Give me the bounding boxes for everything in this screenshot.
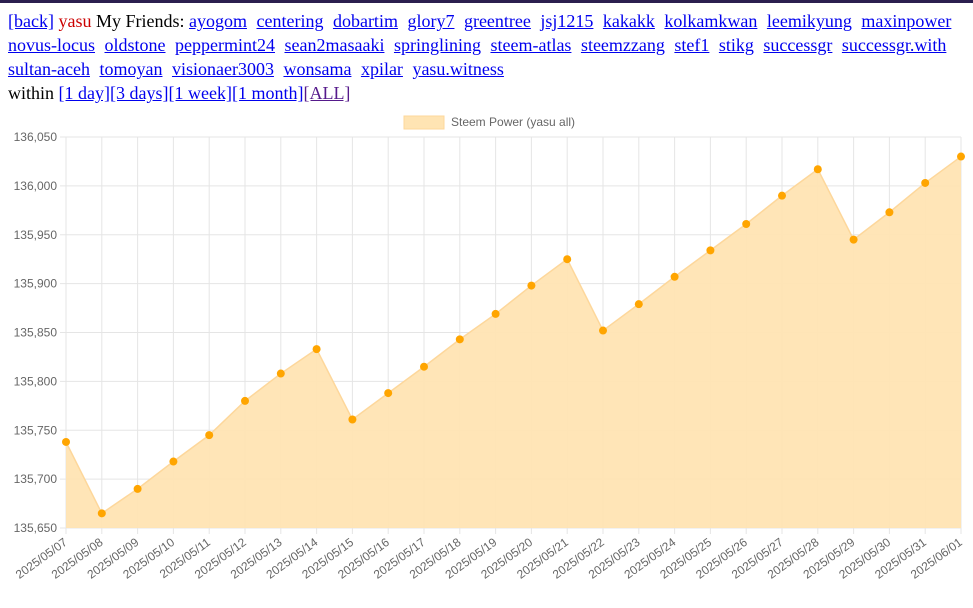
within-label: within [8,83,55,103]
range-link-all[interactable]: [ALL] [303,83,351,103]
friend-link[interactable]: sean2masaaki [284,35,385,55]
friend-link[interactable]: greentree [463,11,531,31]
range-line: within [1 day][3 days][1 week][1 month][… [8,81,968,105]
friend-link[interactable]: kakakk [602,11,655,31]
data-point [97,509,106,518]
friend-link[interactable]: oldstone [104,35,166,55]
current-user: yasu [58,11,92,31]
friend-link[interactable]: jsj1215 [540,11,594,31]
friend-list: ayogom centering dobartim glory7 greentr… [8,11,956,79]
data-point [205,431,214,440]
range-link-3-days[interactable]: [3 days] [110,83,169,103]
series-line [65,155,962,515]
y-tick-label: 135,750 [14,423,58,437]
data-point [133,484,142,493]
data-point [527,281,536,290]
friend-link[interactable]: centering [256,11,324,31]
data-point [599,326,607,335]
data-point [742,219,751,228]
data-point [921,178,930,187]
data-point [312,345,321,354]
friend-link[interactable]: successgr [763,35,833,55]
data-point [957,152,965,161]
data-point [241,396,249,405]
friend-link[interactable]: springlining [393,35,481,55]
y-tick-label: 135,800 [14,374,58,388]
friend-link[interactable]: visionaer3003 [171,59,274,79]
y-tick-label: 136,000 [14,179,58,193]
data-point [62,437,70,446]
header-nav: [back] yasu My Friends: ayogom centering… [8,9,968,105]
y-tick-label: 136,050 [14,130,58,144]
data-point [634,300,643,309]
data-point [849,235,858,244]
data-point [563,255,572,264]
friends-label: My Friends: [95,11,185,31]
y-tick-label: 135,950 [14,228,58,242]
y-tick-label: 135,700 [14,472,58,486]
friend-link[interactable]: xpilar [360,59,403,79]
series-area [66,156,961,529]
range-link-1-day[interactable]: [1 day] [58,83,110,103]
data-point [276,369,285,378]
friend-link[interactable]: glory7 [407,11,455,31]
friend-link[interactable]: kolkamkwan [664,11,758,31]
friend-link[interactable]: tomoyan [99,59,163,79]
friend-link[interactable]: wonsama [283,59,352,79]
data-point [706,246,715,255]
friends-line: [back] yasu My Friends: ayogom centering… [8,9,968,81]
range-link-1-month[interactable]: [1 month] [231,83,304,103]
friend-link[interactable]: maxinpower [861,11,952,31]
legend-label: Steem Power (yasu all) [451,115,575,129]
data-point [885,208,894,217]
y-tick-label: 135,900 [14,277,58,291]
friend-link[interactable]: dobartim [332,11,398,31]
legend-swatch [403,115,445,130]
friend-link[interactable]: steemzzang [580,35,665,55]
friend-link[interactable]: steem-atlas [490,35,572,55]
friend-link[interactable]: ayogom [188,11,247,31]
friend-link[interactable]: stef1 [674,35,710,55]
friend-link[interactable]: peppermint24 [175,35,275,55]
data-point [778,191,786,200]
friend-link[interactable]: novus-locus [8,35,95,55]
data-point [384,389,393,398]
y-tick-label: 135,650 [14,521,58,535]
friend-link[interactable]: sultan-aceh [8,59,90,79]
range-link-1-week[interactable]: [1 week] [168,83,232,103]
friend-link[interactable]: yasu.witness [412,59,504,79]
back-link[interactable]: [back] [8,11,54,31]
friend-link[interactable]: successgr.with [841,35,947,55]
top-border [0,0,973,3]
data-point [348,415,357,424]
data-point [813,165,822,174]
data-point [169,457,178,466]
friend-link[interactable]: leemikyung [766,11,852,31]
data-point [491,309,500,318]
y-tick-label: 135,850 [14,326,58,340]
steem-power-chart: 135,650 135,700 135,750 135,800 135,850 135,9… [13,115,965,582]
data-point [455,335,464,344]
data-point [420,362,428,371]
friend-link[interactable]: stikg [718,35,754,55]
data-point [670,272,679,281]
